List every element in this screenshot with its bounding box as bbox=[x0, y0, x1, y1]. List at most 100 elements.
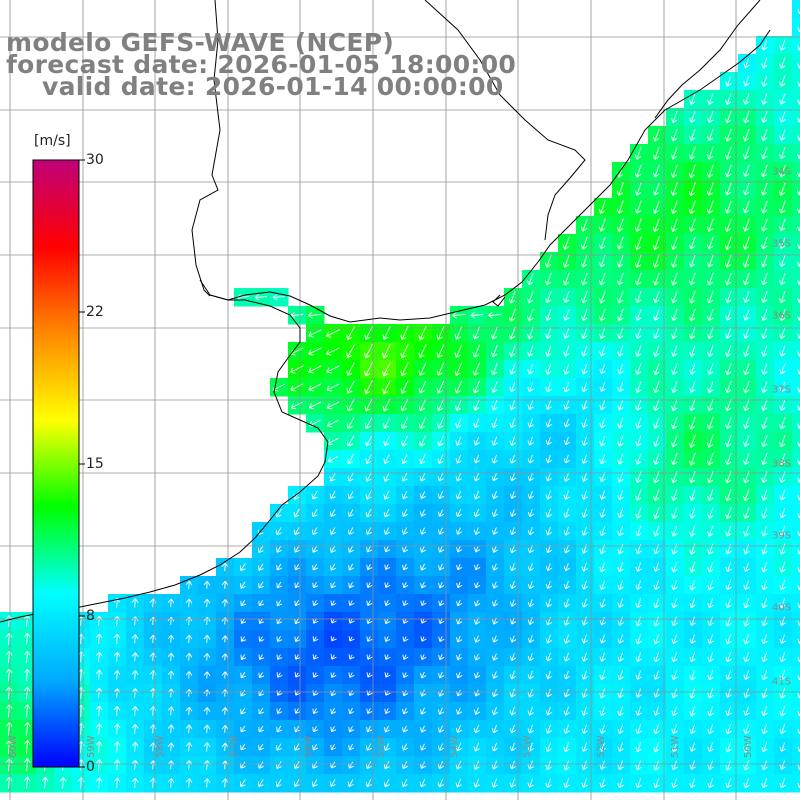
wind-arrow bbox=[743, 399, 750, 412]
wind-arrow bbox=[527, 509, 535, 518]
wind-arrow bbox=[652, 272, 660, 286]
wind-arrow bbox=[438, 654, 445, 661]
wind-arrow bbox=[455, 527, 463, 535]
wind-arrow bbox=[634, 218, 642, 232]
wind-arrow bbox=[329, 545, 336, 553]
wind-arrow bbox=[203, 707, 211, 715]
wind-arrow bbox=[527, 670, 534, 680]
wind-arrow bbox=[254, 293, 267, 301]
wind-arrow bbox=[743, 417, 750, 429]
wind-arrow bbox=[456, 671, 463, 679]
wind-arrow bbox=[167, 634, 175, 643]
wind-arrow bbox=[671, 760, 678, 771]
wind-arrow bbox=[761, 273, 768, 286]
wind-arrow bbox=[437, 491, 444, 500]
wind-arrow bbox=[743, 453, 750, 466]
wind-arrow bbox=[293, 761, 300, 770]
wind-arrow bbox=[598, 290, 606, 304]
wind-arrow bbox=[706, 290, 714, 304]
wind-arrow bbox=[294, 582, 301, 589]
wind-arrow bbox=[761, 742, 768, 753]
wind-arrow bbox=[436, 362, 445, 376]
wind-arrow bbox=[581, 670, 588, 680]
wind-arrow bbox=[365, 435, 372, 447]
wind-arrow bbox=[401, 454, 408, 465]
wind-arrow bbox=[401, 527, 409, 535]
wind-arrow bbox=[689, 724, 696, 735]
wind-arrow bbox=[509, 635, 517, 643]
wind-speed-cell bbox=[792, 594, 800, 613]
wind-arrow bbox=[240, 725, 246, 733]
wind-arrow bbox=[743, 778, 750, 789]
wind-arrow bbox=[527, 527, 535, 536]
wind-arrow bbox=[598, 200, 606, 214]
wind-arrow bbox=[95, 687, 103, 699]
wind-speed-cell bbox=[792, 270, 800, 289]
wind-arrow bbox=[670, 254, 678, 268]
wind-arrow bbox=[599, 670, 606, 681]
wind-arrow bbox=[346, 398, 355, 412]
wind-arrow bbox=[707, 561, 714, 573]
wind-arrow bbox=[365, 779, 372, 788]
wind-arrow bbox=[743, 615, 750, 627]
wind-arrow bbox=[276, 581, 283, 589]
wind-arrow bbox=[635, 598, 642, 609]
wind-arrow bbox=[688, 308, 696, 322]
wind-arrow bbox=[742, 488, 750, 502]
wind-arrow bbox=[364, 326, 373, 340]
wind-arrow bbox=[779, 471, 786, 483]
wind-arrow bbox=[653, 291, 660, 304]
wind-arrow bbox=[653, 688, 660, 698]
wind-arrow bbox=[743, 75, 750, 87]
lon-label: 60W bbox=[8, 735, 19, 758]
wind-arrow bbox=[563, 508, 570, 518]
wind-arrow bbox=[671, 561, 678, 573]
wind-arrow bbox=[456, 582, 463, 589]
wind-arrow bbox=[635, 507, 642, 519]
wind-arrow bbox=[725, 580, 732, 591]
wind-arrow bbox=[346, 380, 355, 394]
wind-arrow bbox=[185, 689, 193, 697]
wind-arrow bbox=[437, 778, 444, 788]
wind-arrow bbox=[509, 400, 516, 411]
wind-arrow bbox=[634, 236, 642, 250]
wind-speed-cell bbox=[792, 342, 800, 361]
wind-arrow bbox=[725, 615, 732, 627]
wind-speed-cell bbox=[792, 486, 800, 505]
wind-arrow bbox=[653, 633, 660, 645]
wind-arrow bbox=[761, 309, 768, 321]
wind-arrow bbox=[526, 290, 534, 304]
wind-arrow bbox=[455, 417, 462, 429]
wind-arrow bbox=[617, 742, 624, 752]
lon-label: 51W bbox=[670, 735, 681, 758]
wind-arrow bbox=[706, 452, 714, 466]
wind-arrow bbox=[203, 653, 211, 661]
wind-arrow bbox=[221, 671, 229, 679]
wind-arrow bbox=[688, 236, 696, 250]
wind-speed-cell bbox=[792, 468, 800, 487]
border-line bbox=[424, 0, 586, 241]
wind-arrow bbox=[509, 454, 516, 464]
wind-arrow bbox=[326, 347, 340, 356]
wind-arrow bbox=[689, 507, 696, 519]
wind-arrow bbox=[707, 327, 714, 340]
wind-arrow bbox=[509, 653, 517, 661]
wind-arrow bbox=[364, 361, 373, 377]
wind-arrow bbox=[545, 563, 553, 572]
wind-arrow bbox=[418, 417, 426, 430]
wind-arrow bbox=[240, 581, 246, 589]
wind-arrow bbox=[527, 653, 535, 662]
wind-arrow bbox=[635, 291, 642, 304]
wind-arrow bbox=[509, 491, 517, 499]
wind-arrow bbox=[599, 364, 606, 375]
wind-arrow bbox=[761, 616, 768, 627]
wind-speed-cell bbox=[792, 612, 800, 631]
lat-label: 37S bbox=[772, 384, 792, 396]
wind-speed-cell bbox=[792, 198, 800, 217]
wind-arrow bbox=[527, 599, 535, 608]
wind-arrow bbox=[707, 543, 714, 555]
wind-arrow bbox=[23, 632, 31, 645]
wind-arrow bbox=[635, 417, 642, 429]
